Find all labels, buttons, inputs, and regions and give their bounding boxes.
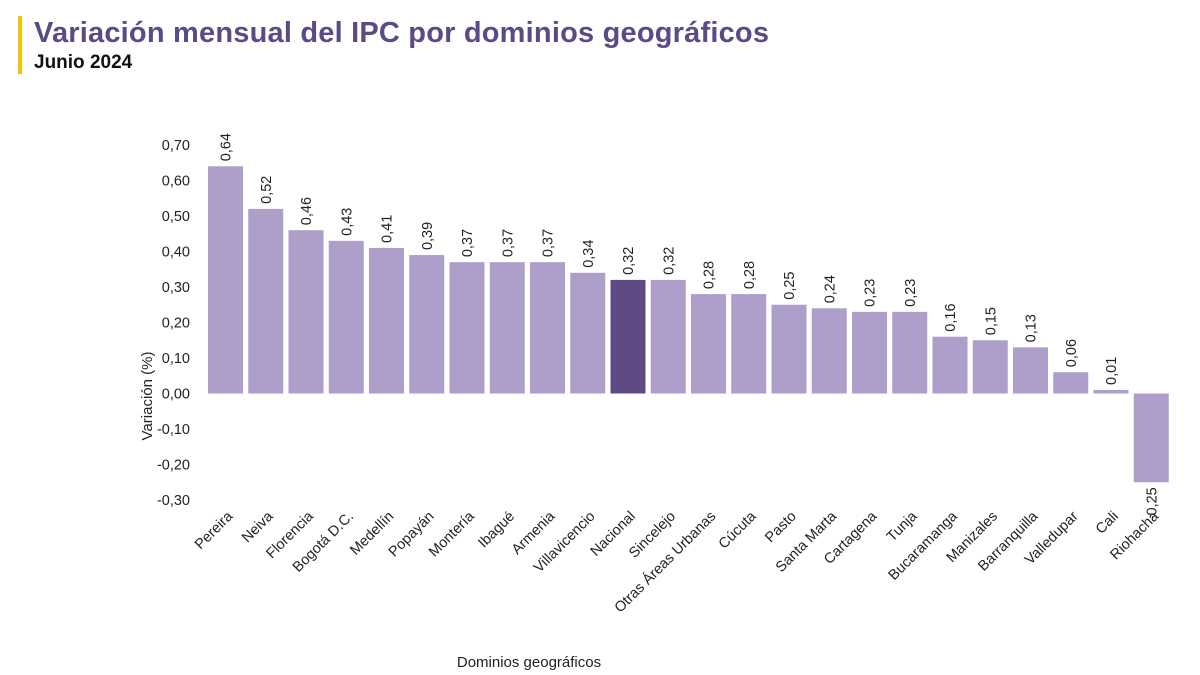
- bar: [731, 294, 767, 394]
- page-subtitle: Junio 2024: [34, 52, 133, 73]
- bar: [328, 240, 364, 394]
- data-label: 0,16: [943, 303, 959, 331]
- data-labels: 0,64 0,52 0,46 0,43 0,41 0,39 0,37 0,37 0,37 0,34…: [219, 133, 1161, 520]
- y-tick-label: -0,30: [157, 493, 190, 509]
- y-axis-title: Variación (%): [139, 352, 156, 441]
- bar: [570, 272, 606, 394]
- bar: [650, 279, 686, 394]
- data-label: 0,23: [903, 279, 919, 307]
- category-label: Cali: [1093, 509, 1122, 538]
- category-label: Pereira: [192, 508, 237, 553]
- bar: [892, 311, 928, 394]
- bars: [208, 166, 1169, 483]
- data-label: 0,32: [661, 247, 677, 275]
- data-label: 0,64: [219, 133, 235, 161]
- x-axis-title: Dominios geográficos: [457, 654, 601, 671]
- data-label: 0,13: [1024, 314, 1040, 342]
- bar: [248, 208, 284, 394]
- data-label: 0,34: [581, 240, 597, 268]
- bar: [1133, 393, 1169, 483]
- bar: [932, 336, 968, 394]
- y-tick-label: 0,40: [162, 245, 190, 261]
- data-label: 0,37: [500, 229, 516, 257]
- category-label: Neiva: [239, 508, 277, 546]
- bar: [771, 304, 807, 394]
- category-label: Cúcuta: [716, 508, 760, 552]
- bar: [449, 262, 485, 394]
- bar: [288, 230, 324, 394]
- category-label: Tunja: [884, 508, 921, 545]
- bar: [811, 308, 847, 394]
- y-tick-label: -0,10: [157, 422, 190, 438]
- bar: [409, 255, 445, 394]
- y-axis-ticks: 0,70 0,60 0,50 0,40 0,30 0,20 0,10 0,00 -0,10 -0,…: [157, 138, 190, 509]
- title-block: Variación mensual del IPC por dominios g…: [18, 16, 769, 74]
- bar: [1013, 347, 1048, 394]
- data-label: 0,01: [1104, 357, 1120, 385]
- bar: [852, 311, 887, 394]
- y-tick-label: 0,00: [162, 387, 190, 403]
- y-tick-label: 0,10: [162, 351, 190, 367]
- category-label: Montería: [426, 508, 478, 560]
- data-label: 0,52: [259, 176, 275, 204]
- bar: [610, 279, 646, 394]
- data-label: 0,37: [460, 229, 476, 257]
- category-label: Pasto: [762, 509, 800, 547]
- y-tick-label: -0,20: [157, 458, 190, 474]
- bar: [1093, 389, 1129, 394]
- category-label: Bucaramanga: [886, 508, 962, 584]
- data-label: 0,43: [339, 208, 355, 236]
- data-label: 0,23: [863, 279, 879, 307]
- bar: [972, 340, 1008, 394]
- bar: [208, 166, 243, 394]
- data-label: 0,41: [380, 215, 396, 243]
- bar: [369, 247, 404, 394]
- data-label: -0,25: [1144, 487, 1160, 520]
- y-tick-label: 0,70: [162, 138, 190, 154]
- data-label: 0,28: [702, 261, 718, 289]
- data-label: 0,25: [782, 272, 798, 300]
- y-tick-label: 0,50: [162, 209, 190, 225]
- data-label: 0,32: [621, 247, 637, 275]
- data-label: 0,37: [541, 229, 557, 257]
- y-tick-label: 0,60: [162, 174, 190, 190]
- data-label: 0,24: [822, 275, 838, 303]
- bar: [691, 294, 726, 394]
- y-tick-label: 0,20: [162, 316, 190, 332]
- data-label: 0,15: [983, 307, 999, 335]
- data-label: 0,46: [299, 197, 315, 225]
- y-tick-label: 0,30: [162, 280, 190, 296]
- bar: [1053, 372, 1089, 394]
- data-label: 0,39: [420, 222, 436, 250]
- data-label: 0,06: [1064, 339, 1080, 367]
- data-label: 0,28: [742, 261, 758, 289]
- bar: [489, 262, 525, 394]
- page-title: Variación mensual del IPC por dominios g…: [34, 17, 770, 49]
- bar: [530, 262, 565, 394]
